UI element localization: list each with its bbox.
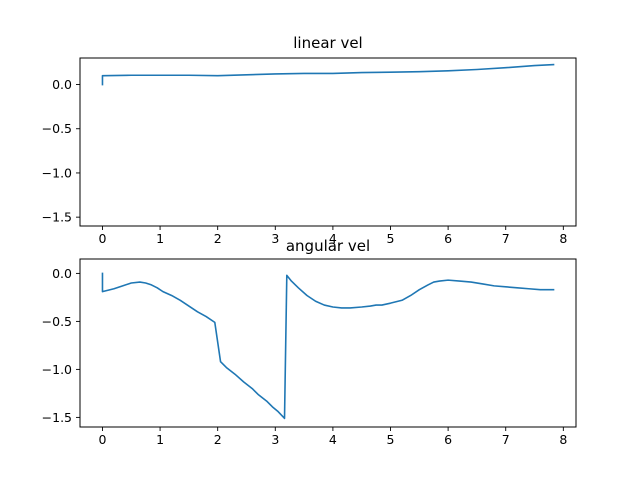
x-tick-label: 5 bbox=[387, 432, 395, 447]
chart-title: angular vel bbox=[286, 237, 370, 255]
x-tick-label: 1 bbox=[156, 231, 164, 246]
angular-vel-axes: 0 1 2 3 4 5 6 7 8 0.0 −0.5 −1.0 −1.5 angular vel bbox=[42, 237, 577, 447]
axes-frame bbox=[79, 258, 577, 428]
x-tick-label: 6 bbox=[444, 231, 452, 246]
x-tick-label: 2 bbox=[214, 231, 222, 246]
x-tick-label: 7 bbox=[502, 231, 510, 246]
x-tick-label: 3 bbox=[271, 231, 279, 246]
y-tick-label: −1.5 bbox=[42, 210, 72, 225]
y-tick-label: 0.0 bbox=[52, 77, 72, 92]
x-tick-label: 8 bbox=[559, 231, 567, 246]
x-tick-label: 4 bbox=[329, 231, 337, 246]
y-tick-label: −1.0 bbox=[42, 362, 72, 377]
chart-title: linear vel bbox=[293, 34, 362, 52]
x-tick-label: 3 bbox=[271, 432, 279, 447]
y-tick-label: −0.5 bbox=[42, 121, 72, 136]
x-tick-label: 6 bbox=[444, 432, 452, 447]
y-tick-label: −1.0 bbox=[42, 165, 72, 180]
plot-area: 0 1 2 3 4 5 6 7 8 0.0 −0.5 −1.0 −1.5 bbox=[42, 63, 567, 246]
x-tick-label: 1 bbox=[156, 432, 164, 447]
x-tick-label: 0 bbox=[98, 231, 106, 246]
x-tick-label: 5 bbox=[387, 231, 395, 246]
x-tick-label: 2 bbox=[214, 432, 222, 447]
series-line bbox=[101, 63, 555, 86]
x-tick-label: 8 bbox=[559, 432, 567, 447]
x-tick-label: 4 bbox=[329, 432, 337, 447]
y-tick-label: −1.5 bbox=[42, 410, 72, 425]
series-line bbox=[101, 272, 555, 420]
x-tick-label: 7 bbox=[502, 432, 510, 447]
y-tick-label: −0.5 bbox=[42, 314, 72, 329]
x-tick-label: 0 bbox=[98, 432, 106, 447]
linear-vel-axes: linear vel 0 1 2 3 4 5 6 7 8 0.0 −0.5 −1.0 −1.5 bbox=[42, 34, 577, 246]
plot-area: 0 1 2 3 4 5 6 7 8 0.0 −0.5 −1.0 −1.5 bbox=[42, 266, 568, 447]
y-tick-label: 0.0 bbox=[52, 266, 72, 281]
axes-frame bbox=[79, 57, 577, 227]
